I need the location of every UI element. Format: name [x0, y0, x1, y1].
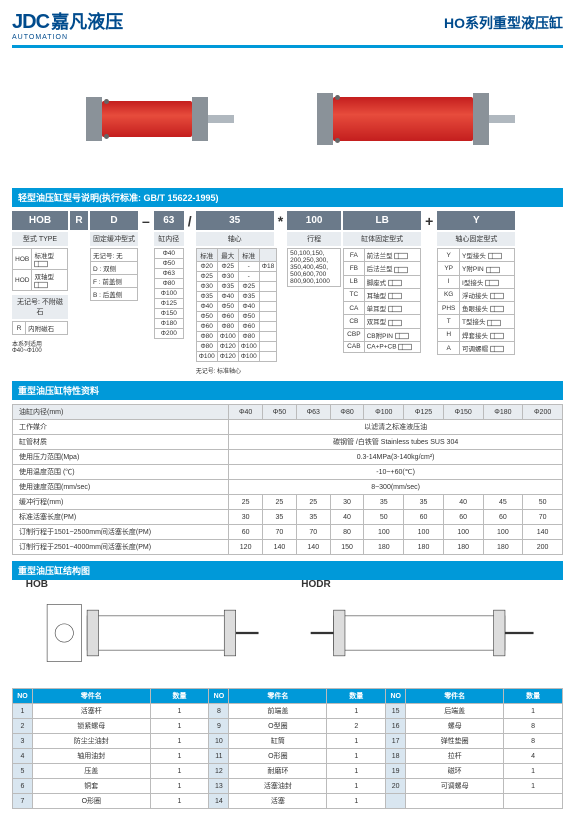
section-diagram-header: 重型油压缸结构图	[12, 561, 563, 580]
section-spec-header: 重型油压缸特性资料	[12, 381, 563, 400]
model-label: 缸内径	[154, 232, 184, 246]
model-label: 固定缓冲型式	[90, 232, 138, 246]
model-label: 轴心	[196, 232, 274, 246]
model-box: LB	[343, 211, 421, 230]
model-label: 缸体固定型式	[343, 232, 421, 246]
spec-table: 油缸内径(mm)Φ40Φ50Φ63Φ80Φ100Φ125Φ150Φ180Φ200…	[12, 404, 563, 555]
page-header: JDC 嘉凡液压 AUTOMATION HO系列重型液压缸	[12, 8, 563, 41]
logo-cn: 嘉凡液压	[51, 12, 123, 32]
model-box: 35	[196, 211, 274, 230]
section-model-header: 轻型油压缸型号说明(执行标准: GB/T 15622-1995)	[12, 188, 563, 207]
logo: JDC	[12, 11, 49, 33]
product-images	[12, 54, 563, 184]
model-label: 轴心固定型式	[437, 232, 515, 246]
model-spec-row: HOB型式 TYPEHOB标准型 HOD双轴型 无记号: 不附磁石 R内附磁石 …	[12, 211, 563, 375]
logo-sub: AUTOMATION	[12, 34, 123, 41]
structure-diagram: HOB HODR	[12, 584, 563, 684]
model-box: 63	[154, 211, 184, 230]
model-label: 型式 TYPE	[12, 232, 68, 246]
model-label: 行程	[287, 232, 341, 246]
header-rule	[12, 45, 563, 48]
model-box: HOB	[12, 211, 68, 230]
model-box: R	[70, 211, 88, 230]
parts-table: NO零件名数量NO零件名数量NO零件名数量1活塞杆18前端盖115后端盖12锁紧…	[12, 688, 563, 809]
model-box: D	[90, 211, 138, 230]
model-box: Y	[437, 211, 515, 230]
diagram-hob-label: HOB	[26, 579, 48, 590]
page-title: HO系列重型液压缸	[444, 13, 563, 33]
diagram-hodr-label: HODR	[301, 579, 330, 590]
model-box: 100	[287, 211, 341, 230]
